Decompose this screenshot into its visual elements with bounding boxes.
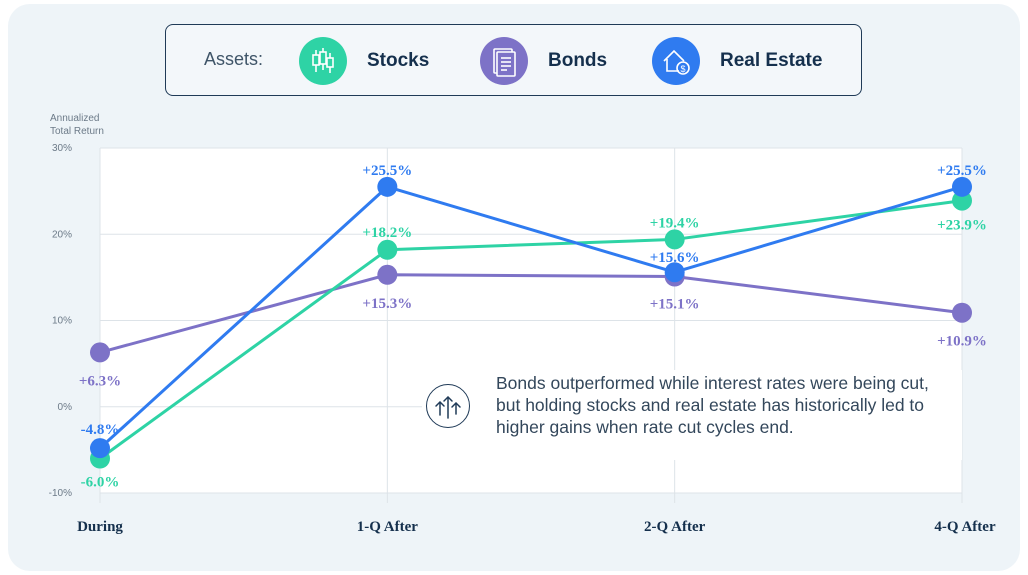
y-tick-label: 20% xyxy=(52,229,72,240)
svg-text:$: $ xyxy=(680,64,685,74)
series-lines xyxy=(98,185,963,460)
y-axis-title-line: Total Return xyxy=(50,126,104,137)
x-ticks: During 1-Q After 2-Q After 4-Q After xyxy=(77,519,996,535)
legend-label-stocks: Stocks xyxy=(367,50,430,71)
data-labels: +6.3% +15.3% +15.1% +10.9% -6.0% +18.2% +19.4%… xyxy=(79,163,987,491)
data-label-bonds: +15.3% xyxy=(362,296,412,312)
point-real-estate xyxy=(377,176,398,197)
candlestick-chart-icon xyxy=(299,37,347,85)
annotation-box: Bonds outperformed while interest rates … xyxy=(422,370,962,460)
legend-label-real-estate: Real Estate xyxy=(720,50,823,71)
y-tick-label: -10% xyxy=(49,488,72,499)
data-label-real-estate: +25.5% xyxy=(937,163,987,179)
legend-title: Assets: xyxy=(204,49,264,69)
y-ticks: 30% 20% 10% 0% -10% xyxy=(49,143,72,499)
document-icon xyxy=(480,37,528,85)
point-real-estate xyxy=(90,438,110,459)
y-tick-label: 0% xyxy=(58,402,73,413)
legend: Assets: Stocks Bonds xyxy=(165,24,862,96)
x-tick-label: 2-Q After xyxy=(644,519,706,535)
point-real-estate xyxy=(664,262,685,283)
series-points xyxy=(90,176,972,469)
data-label-stocks: +18.2% xyxy=(362,225,412,241)
line-bonds xyxy=(99,273,963,354)
point-stocks xyxy=(664,229,685,250)
data-label-stocks: +23.9% xyxy=(937,218,987,234)
data-label-bonds: +15.1% xyxy=(650,297,700,313)
data-label-stocks: +19.4% xyxy=(650,215,700,231)
y-axis-title-text: Annualized Total Return xyxy=(50,113,104,137)
y-axis-title-line: Annualized xyxy=(50,113,99,124)
point-stocks xyxy=(377,239,398,260)
point-bonds xyxy=(377,264,398,285)
line-real-estate xyxy=(98,185,963,450)
data-label-real-estate: -4.8% xyxy=(81,422,120,438)
data-label-real-estate: +25.5% xyxy=(362,163,412,179)
data-label-stocks: -6.0% xyxy=(81,475,120,491)
data-label-bonds: +10.9% xyxy=(937,334,987,350)
rising-arrows-icon xyxy=(426,384,470,428)
data-label-real-estate: +15.6% xyxy=(650,250,700,266)
x-tick-label: During xyxy=(77,519,123,535)
point-bonds xyxy=(952,302,972,323)
y-axis-title: Annualized Total Return xyxy=(50,113,104,137)
house-dollar-icon: $ xyxy=(652,37,700,85)
y-tick-label: 30% xyxy=(52,143,72,154)
annotation-text: Bonds outperformed while interest rates … xyxy=(496,373,929,437)
line-stocks xyxy=(99,199,963,460)
data-label-bonds: +6.3% xyxy=(79,373,121,389)
point-bonds xyxy=(90,342,110,363)
legend-label-bonds: Bonds xyxy=(548,50,608,71)
point-real-estate xyxy=(952,176,972,197)
x-tick-label: 1-Q After xyxy=(357,519,419,535)
point-stocks xyxy=(952,190,972,211)
x-tick-label: 4-Q After xyxy=(934,519,996,535)
y-tick-label: 10% xyxy=(52,316,72,327)
